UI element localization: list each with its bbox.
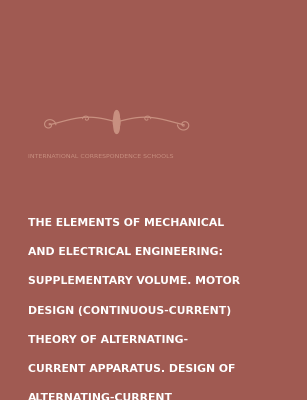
Text: AND ELECTRICAL ENGINEERING:: AND ELECTRICAL ENGINEERING: bbox=[28, 247, 223, 257]
Text: DESIGN (CONTINUOUS-CURRENT): DESIGN (CONTINUOUS-CURRENT) bbox=[28, 306, 231, 316]
Polygon shape bbox=[113, 115, 120, 129]
Polygon shape bbox=[114, 110, 119, 118]
Text: THE ELEMENTS OF MECHANICAL: THE ELEMENTS OF MECHANICAL bbox=[28, 218, 224, 228]
Polygon shape bbox=[114, 126, 119, 134]
Text: INTERNATIONAL CORRESPONDENCE SCHOOLS: INTERNATIONAL CORRESPONDENCE SCHOOLS bbox=[28, 154, 173, 159]
Text: THEORY OF ALTERNATING-: THEORY OF ALTERNATING- bbox=[28, 335, 188, 345]
Text: SUPPLEMENTARY VOLUME. MOTOR: SUPPLEMENTARY VOLUME. MOTOR bbox=[28, 276, 240, 286]
Text: CURRENT APPARATUS. DESIGN OF: CURRENT APPARATUS. DESIGN OF bbox=[28, 364, 235, 374]
Text: ALTERNATING-CURRENT: ALTERNATING-CURRENT bbox=[28, 393, 173, 400]
